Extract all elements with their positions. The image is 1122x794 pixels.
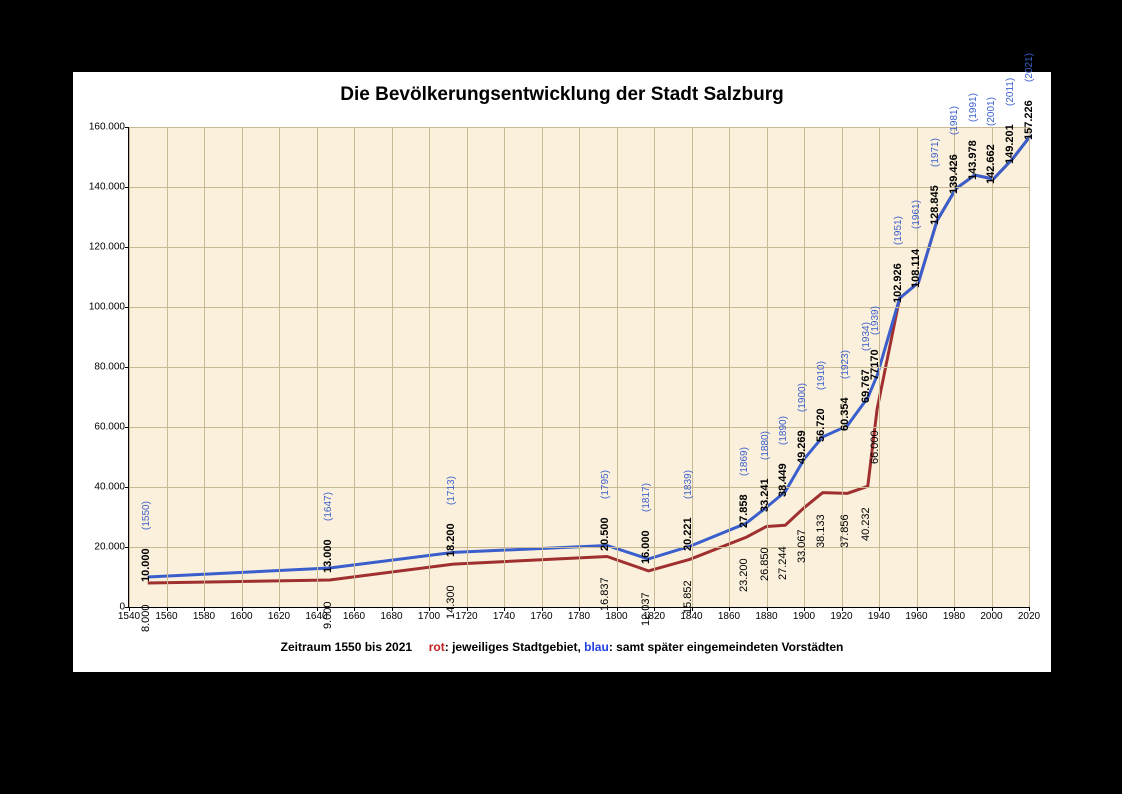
red-value-label: 16.837 xyxy=(600,578,611,612)
x-axis-label: 1920 xyxy=(830,607,852,622)
red-value-label: 8.000 xyxy=(141,604,152,632)
x-axis-label: 1860 xyxy=(718,607,740,622)
blue-year-label: (1900) xyxy=(798,383,808,412)
x-axis-label: 1680 xyxy=(380,607,402,622)
red-value-label: 40.232 xyxy=(861,508,872,542)
red-value-label: 14.300 xyxy=(446,585,457,619)
blue-value-label: 20.500 xyxy=(600,517,611,551)
blue-value-label: 13.000 xyxy=(323,539,334,573)
x-axis-label: 1960 xyxy=(905,607,927,622)
blue-year-label: (1647) xyxy=(324,492,334,521)
x-axis-label: 2000 xyxy=(980,607,1002,622)
chart-title: Die Bevölkerungsentwicklung der Stadt Sa… xyxy=(73,72,1051,106)
blue-value-label: 18.200 xyxy=(446,524,457,558)
blue-value-label: 27.858 xyxy=(739,495,750,529)
x-axis-label: 1740 xyxy=(493,607,515,622)
red-value-label: 66.000 xyxy=(870,430,881,464)
blue-year-label: (1981) xyxy=(950,106,960,135)
blue-year-label: (2021) xyxy=(1025,53,1035,82)
x-axis-label: 1560 xyxy=(155,607,177,622)
x-axis-label: 1780 xyxy=(568,607,590,622)
blue-year-label: (1795) xyxy=(601,470,611,499)
series-blue-line xyxy=(148,135,1031,577)
x-axis-label: 1700 xyxy=(418,607,440,622)
series-red-line xyxy=(148,135,1031,583)
blue-value-label: 33.241 xyxy=(760,479,771,513)
chart-container: Die Bevölkerungsentwicklung der Stadt Sa… xyxy=(73,72,1051,672)
caption-blue-label: blau xyxy=(584,640,609,654)
blue-value-label: 149.201 xyxy=(1005,125,1016,165)
blue-value-label: 108.114 xyxy=(911,249,922,288)
blue-value-label: 139.426 xyxy=(949,154,960,194)
x-axis-label: 1580 xyxy=(193,607,215,622)
blue-year-label: (1869) xyxy=(740,448,750,477)
x-axis-label: 1600 xyxy=(230,607,252,622)
blue-year-label: (2011) xyxy=(1006,78,1016,106)
y-axis-label: 60.000 xyxy=(94,422,129,433)
blue-year-label: (1839) xyxy=(684,470,694,499)
red-value-label: 9.000 xyxy=(323,601,334,629)
blue-value-label: 60.354 xyxy=(840,397,851,431)
blue-value-label: 49.269 xyxy=(797,431,808,465)
blue-year-label: (1713) xyxy=(447,476,457,505)
y-axis-label: 140.000 xyxy=(89,182,129,193)
blue-year-label: (1951) xyxy=(894,216,904,245)
y-axis-label: 120.000 xyxy=(89,242,129,253)
blue-year-label: (1971) xyxy=(931,138,941,167)
red-value-label: 12.037 xyxy=(641,592,652,626)
y-axis-label: 0 xyxy=(119,602,129,613)
caption-red-label: rot xyxy=(429,640,445,654)
red-value-label: 27.244 xyxy=(778,547,789,581)
x-axis-label: 1720 xyxy=(455,607,477,622)
blue-year-label: (1961) xyxy=(912,200,922,229)
blue-year-label: (1939) xyxy=(871,306,881,335)
blue-value-label: 142.662 xyxy=(986,144,997,184)
y-axis-label: 100.000 xyxy=(89,302,129,313)
blue-year-label: (1910) xyxy=(817,361,827,390)
y-axis-label: 80.000 xyxy=(94,362,129,373)
chart-caption: Zeitraum 1550 bis 2021 rot: jeweiliges S… xyxy=(73,640,1051,654)
plot-area: 1540156015801600162016401660168017001720… xyxy=(128,127,1029,608)
blue-year-label: (1817) xyxy=(642,483,652,512)
blue-year-label: (1923) xyxy=(841,350,851,379)
blue-value-label: 77170 xyxy=(870,350,881,381)
x-axis-label: 1620 xyxy=(268,607,290,622)
red-value-label: 23.200 xyxy=(739,559,750,593)
red-value-label: 37.856 xyxy=(840,515,851,549)
x-axis-label: 1940 xyxy=(868,607,890,622)
red-value-label: 15.852 xyxy=(683,581,694,615)
caption-period: Zeitraum 1550 bis 2021 xyxy=(281,640,412,654)
blue-year-label: (1991) xyxy=(969,93,979,122)
x-axis-label: 1760 xyxy=(530,607,552,622)
red-value-label: 26.850 xyxy=(760,548,771,582)
blue-value-label: 20.221 xyxy=(683,518,694,552)
y-axis-label: 40.000 xyxy=(94,482,129,493)
caption-blue-text: : samt später eingemeindeten Vorstädten xyxy=(609,640,844,654)
x-axis-label: 1900 xyxy=(793,607,815,622)
blue-value-label: 56.720 xyxy=(816,408,827,442)
blue-year-label: (1550) xyxy=(142,501,152,530)
blue-value-label: 38.449 xyxy=(778,463,789,497)
blue-value-label: 143.978 xyxy=(968,140,979,180)
blue-year-label: (1880) xyxy=(761,431,771,460)
blue-value-label: 16.000 xyxy=(641,530,652,564)
blue-value-label: 10.000 xyxy=(141,548,152,582)
blue-value-label: 102.926 xyxy=(893,263,904,303)
red-value-label: 38.133 xyxy=(816,514,827,548)
caption-red-text: : jeweiliges Stadtgebiet, xyxy=(445,640,584,654)
red-value-label: 33.067 xyxy=(797,529,808,563)
y-axis-label: 160.000 xyxy=(89,122,129,133)
blue-year-label: (2001) xyxy=(987,97,997,126)
x-axis-label: 1880 xyxy=(755,607,777,622)
x-axis-label: 2020 xyxy=(1018,607,1040,622)
x-axis-label: 1660 xyxy=(343,607,365,622)
y-axis-label: 20.000 xyxy=(94,542,129,553)
x-axis-label: 1980 xyxy=(943,607,965,622)
blue-value-label: 157.226 xyxy=(1024,101,1035,141)
blue-year-label: (1890) xyxy=(779,416,789,445)
blue-value-label: 128.845 xyxy=(930,186,941,226)
